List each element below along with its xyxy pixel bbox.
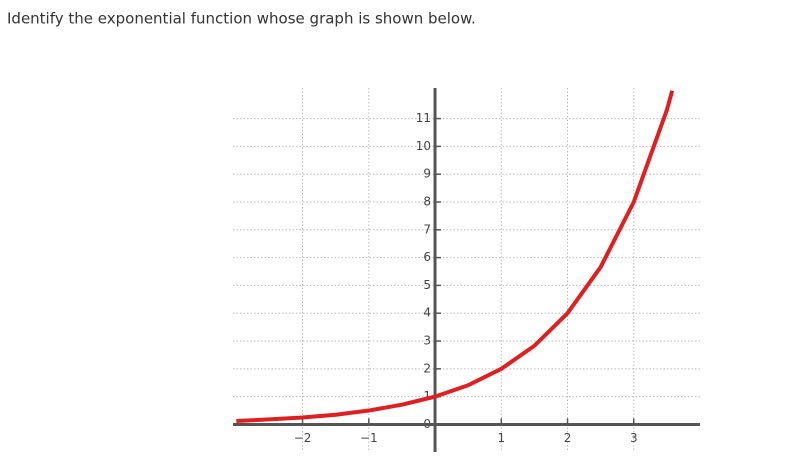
x-tick-label: 2 — [564, 431, 572, 445]
x-tick-label: −2 — [294, 431, 312, 445]
y-tick-label: 1 — [423, 389, 431, 403]
question-text: Identify the exponential function whose … — [7, 10, 476, 28]
x-tick-label: −1 — [360, 431, 378, 445]
y-tick-label: 8 — [423, 195, 431, 209]
y-tick-label: 5 — [423, 278, 431, 292]
x-tick-label: 3 — [630, 431, 638, 445]
y-tick-label: 10 — [416, 139, 431, 153]
y-tick-label: 6 — [423, 250, 431, 264]
y-tick-label: 4 — [423, 306, 431, 320]
y-tick-label: 9 — [423, 167, 431, 181]
function-curve — [236, 90, 675, 423]
y-tick-label: 3 — [423, 334, 431, 348]
y-tick-label: 11 — [416, 111, 431, 125]
y-tick-label: 7 — [423, 222, 431, 236]
y-tick-label: 2 — [423, 361, 431, 375]
x-tick-label: 1 — [497, 431, 505, 445]
